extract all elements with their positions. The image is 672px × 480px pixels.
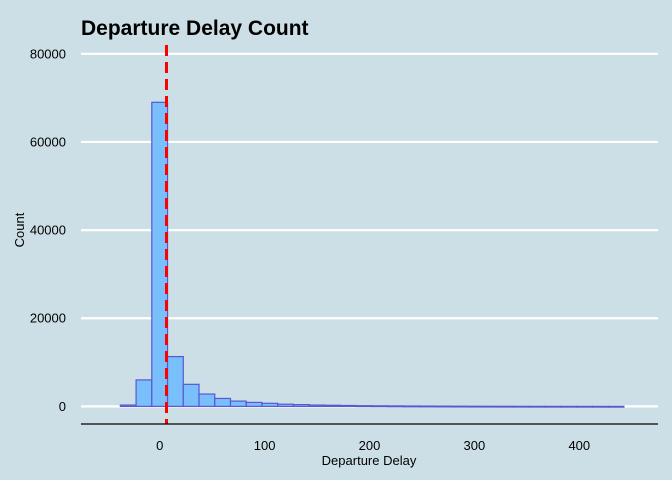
y-tick-label-1: 20000 bbox=[30, 311, 66, 326]
histogram-bar-8 bbox=[245, 401, 263, 407]
chart-title: Departure Delay Count bbox=[81, 17, 309, 40]
histogram-bar-13 bbox=[324, 404, 342, 407]
histogram-bar-10 bbox=[277, 403, 295, 407]
x-tick-label-4: 400 bbox=[568, 438, 590, 453]
x-tick-label-2: 200 bbox=[359, 438, 381, 453]
x-axis-label: Departure Delay bbox=[322, 453, 417, 468]
histogram-bar-3 bbox=[166, 355, 184, 407]
histogram-bar-31 bbox=[607, 405, 625, 408]
histogram-bar-20 bbox=[434, 405, 452, 408]
histogram-bars bbox=[119, 101, 625, 408]
histogram-bar-0 bbox=[119, 404, 137, 407]
y-tick-label-3: 60000 bbox=[30, 134, 66, 149]
y-axis-label: Count bbox=[12, 212, 27, 247]
histogram-bar-19 bbox=[418, 405, 436, 408]
x-tick-label-3: 300 bbox=[464, 438, 486, 453]
y-tick-label-2: 40000 bbox=[30, 223, 66, 238]
histogram-bar-1 bbox=[135, 379, 153, 407]
histogram-bar-14 bbox=[340, 404, 357, 407]
histogram-bar-6 bbox=[214, 397, 232, 407]
y-tick-label-0: 0 bbox=[59, 399, 66, 414]
histogram-bar-21 bbox=[450, 405, 468, 408]
histogram-bar-25 bbox=[513, 405, 531, 408]
histogram-bar-27 bbox=[544, 405, 562, 408]
histogram-bar-16 bbox=[371, 405, 389, 408]
histogram-bar-22 bbox=[465, 405, 483, 408]
histogram-bar-9 bbox=[261, 402, 279, 407]
x-tick-label-1: 100 bbox=[254, 438, 276, 453]
histogram-bar-28 bbox=[560, 405, 578, 408]
histogram-bar-5 bbox=[198, 393, 216, 407]
histogram-bar-30 bbox=[591, 405, 609, 408]
y-tick-labels: 0 20000 40000 60000 80000 bbox=[30, 46, 66, 414]
histogram-bar-4 bbox=[182, 383, 200, 407]
histogram-bar-23 bbox=[481, 405, 499, 408]
x-tick-label-0: 0 bbox=[156, 438, 163, 453]
histogram-bar-18 bbox=[402, 405, 420, 408]
histogram-bar-12 bbox=[308, 404, 326, 407]
histogram-bar-15 bbox=[355, 405, 373, 408]
y-tick-label-4: 80000 bbox=[30, 46, 66, 61]
histogram-bar-17 bbox=[387, 405, 405, 408]
histogram-bar-7 bbox=[229, 400, 247, 407]
x-tick-labels: 0 100 200 300 400 bbox=[156, 438, 590, 453]
histogram-bar-29 bbox=[576, 405, 594, 408]
histogram-bar-11 bbox=[292, 404, 310, 407]
histogram-bar-26 bbox=[528, 405, 546, 408]
histogram-bar-24 bbox=[497, 405, 515, 408]
